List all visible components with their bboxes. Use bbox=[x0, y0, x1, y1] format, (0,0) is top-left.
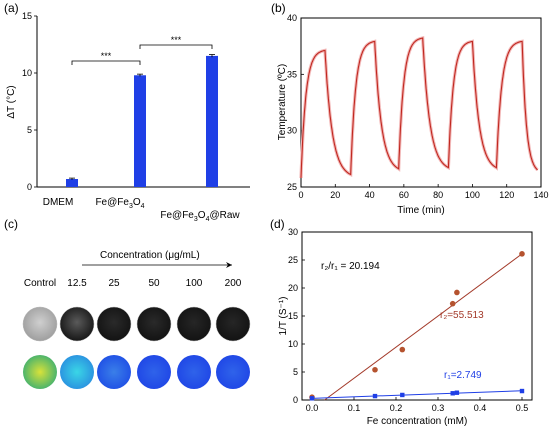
xtick-label-b: 100 bbox=[465, 190, 480, 200]
point-r2 bbox=[372, 366, 378, 373]
point-r1 bbox=[450, 391, 455, 396]
column-label-2: 25 bbox=[108, 278, 120, 289]
ytick-label-d: 15 bbox=[288, 311, 298, 321]
ytick-label-a: 10 bbox=[22, 68, 32, 78]
bar-chart-a: ΔT (°C) DMEM Fe@Fe3O4 Fe@Fe3O4@Raw *** *… bbox=[6, 11, 250, 223]
thermal-well-1 bbox=[60, 355, 94, 389]
thermal-well-0 bbox=[23, 355, 57, 389]
panel-label-d: (d) bbox=[270, 217, 285, 231]
ylabel-b: Temperature (ºC) bbox=[277, 64, 288, 140]
gray-well-5 bbox=[215, 306, 251, 342]
cat-label-fe3o4: Fe@Fe3O4 bbox=[95, 197, 144, 210]
ytick-label-d: 5 bbox=[293, 367, 298, 377]
point-r2 bbox=[399, 346, 406, 353]
ytick-label-b: 30 bbox=[287, 126, 297, 136]
column-label-5: 200 bbox=[225, 278, 242, 289]
ytick-label-b: 40 bbox=[287, 13, 297, 23]
ytick-label-b: 35 bbox=[287, 69, 297, 79]
fit-line-1 bbox=[311, 390, 523, 399]
ytick-label-a: 15 bbox=[22, 11, 32, 21]
plot-frame-b bbox=[300, 17, 542, 188]
point-r1 bbox=[309, 396, 315, 401]
xtick-label-b: 20 bbox=[330, 190, 340, 200]
xtick-label-b: 140 bbox=[533, 190, 548, 200]
concentration-label: Concentration (μg/mL) bbox=[100, 250, 200, 261]
temperature-curve bbox=[300, 37, 538, 179]
sig-bracket-1 bbox=[71, 60, 141, 65]
xtick-label-d: 0.0 bbox=[306, 403, 319, 413]
column-label-3: 50 bbox=[148, 278, 160, 289]
point-r1 bbox=[519, 388, 525, 394]
bar-1 bbox=[134, 75, 146, 187]
cat-label-fe3o4-raw: Fe@Fe3O4@Raw bbox=[160, 210, 240, 223]
panel-label-c: (c) bbox=[4, 217, 18, 231]
xtick-label-d: 0.3 bbox=[432, 403, 445, 413]
sig-stars-2: *** bbox=[171, 35, 182, 45]
ytick-label-d: 20 bbox=[288, 283, 298, 293]
gray-well-2 bbox=[96, 306, 132, 342]
point-r2 bbox=[454, 289, 460, 296]
sig-stars-1: *** bbox=[101, 51, 112, 61]
gray-well-4 bbox=[176, 306, 212, 342]
ytick-label-a: 5 bbox=[27, 125, 32, 135]
r1-annotation: r₁=2.749 bbox=[444, 370, 482, 381]
column-label-0: Control bbox=[24, 278, 56, 289]
ylabel-a: ΔT (°C) bbox=[6, 85, 17, 118]
xlabel-b: Time (min) bbox=[397, 205, 444, 216]
ratio-annotation: r₂/r₁ = 20.194 bbox=[321, 261, 380, 272]
point-r1 bbox=[372, 393, 378, 399]
xtick-label-b: 120 bbox=[499, 190, 514, 200]
thermal-well-5 bbox=[216, 355, 250, 389]
bar-2 bbox=[206, 55, 218, 188]
xtick-label-b: 60 bbox=[399, 190, 409, 200]
xtick-label-d: 0.5 bbox=[516, 403, 529, 413]
gray-well-0 bbox=[22, 306, 58, 342]
xtick-label-d: 0.4 bbox=[474, 403, 487, 413]
thermal-image-grid-c: Concentration (μg/mL) Control 12.5 25 50 100… bbox=[22, 250, 251, 389]
ytick-label-d: 10 bbox=[288, 339, 298, 349]
panel-label-b: (b) bbox=[271, 1, 286, 15]
panel-label-a: (a) bbox=[4, 1, 19, 15]
xtick-label-d: 0.2 bbox=[390, 403, 403, 413]
arrow-head-icon bbox=[226, 262, 232, 268]
xtick-label-b: 40 bbox=[365, 190, 375, 200]
column-label-1: 12.5 bbox=[67, 278, 87, 289]
thermal-well-2 bbox=[97, 355, 131, 389]
point-r1 bbox=[400, 392, 405, 398]
column-label-4: 100 bbox=[186, 278, 203, 289]
thermal-well-4 bbox=[177, 355, 211, 389]
ytick-label-d: 0 bbox=[293, 395, 298, 405]
thermal-well-3 bbox=[137, 355, 171, 389]
bar-0 bbox=[66, 179, 78, 187]
point-r1 bbox=[454, 390, 460, 395]
sig-bracket-2 bbox=[139, 44, 213, 49]
xtick-label-b: 80 bbox=[433, 190, 443, 200]
ytick-label-d: 30 bbox=[288, 227, 298, 237]
xtick-label-d: 0.1 bbox=[348, 403, 361, 413]
xtick-label-b: 0 bbox=[298, 190, 303, 200]
fit-line-0 bbox=[324, 253, 523, 401]
gray-well-1 bbox=[59, 306, 95, 342]
xlabel-d: Fe concentration (mM) bbox=[367, 416, 468, 427]
cat-label-dmem: DMEM bbox=[43, 197, 74, 208]
point-r2 bbox=[519, 251, 525, 257]
point-r2 bbox=[449, 300, 456, 307]
ytick-label-b: 25 bbox=[287, 182, 297, 192]
gray-well-3 bbox=[136, 306, 172, 342]
temperature-band bbox=[299, 35, 539, 179]
ytick-label-d: 25 bbox=[288, 255, 298, 265]
r2-annotation: r₂=55.513 bbox=[440, 310, 484, 321]
ylabel-d: 1/T (S⁻¹) bbox=[278, 297, 289, 336]
ytick-label-a: 0 bbox=[27, 182, 32, 192]
plot-frame-d bbox=[301, 231, 533, 401]
scatter-chart-d: 1/T (S⁻¹) Fe concentration (mM) r₂/r₁ = … bbox=[278, 227, 533, 427]
line-chart-b: Temperature (ºC) Time (min) 0 20 40 60 80 100… bbox=[277, 13, 549, 216]
